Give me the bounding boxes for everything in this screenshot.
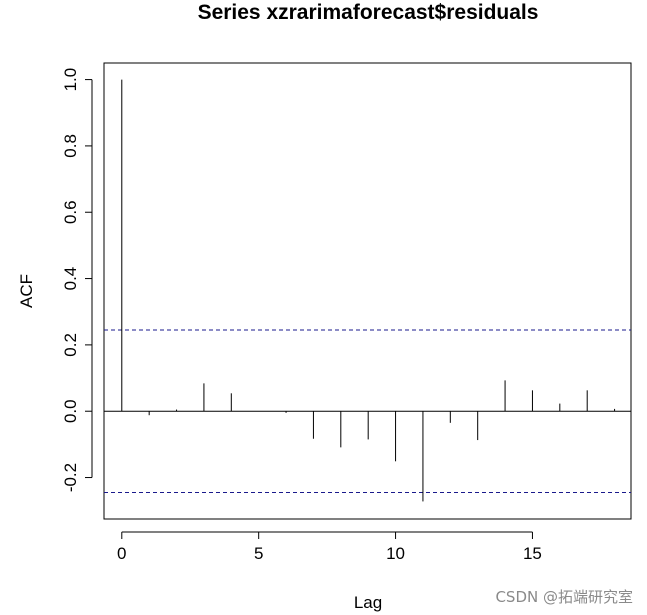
watermark: CSDN @拓端研究室 bbox=[495, 588, 633, 606]
x-tick-label: 15 bbox=[523, 544, 542, 563]
x-tick-label: 0 bbox=[117, 544, 126, 563]
acf-lines bbox=[121, 79, 616, 502]
y-tick-label: 0.8 bbox=[61, 134, 80, 158]
x-tick-label: 5 bbox=[254, 544, 263, 563]
y-axis-label: ACF bbox=[17, 274, 36, 308]
x-tick-label: 10 bbox=[386, 544, 405, 563]
y-tick-label: 0.2 bbox=[61, 333, 80, 357]
y-tick-label: 0.0 bbox=[61, 399, 80, 423]
confidence-bounds bbox=[104, 329, 631, 493]
y-tick-label: 1.0 bbox=[61, 68, 80, 92]
plot-frame bbox=[103, 62, 632, 520]
y-tick-label: -0.2 bbox=[61, 463, 80, 492]
chart-title: Series xzrarimaforecast$residuals bbox=[198, 1, 539, 24]
y-axis: -0.2 0.0 0.2 0.4 0.6 0.8 1.0 bbox=[61, 68, 93, 492]
y-tick-label: 0.6 bbox=[61, 200, 80, 224]
y-tick-label: 0.4 bbox=[61, 267, 80, 291]
x-axis-label: Lag bbox=[354, 593, 382, 612]
x-axis: 0 5 10 15 bbox=[117, 531, 542, 563]
